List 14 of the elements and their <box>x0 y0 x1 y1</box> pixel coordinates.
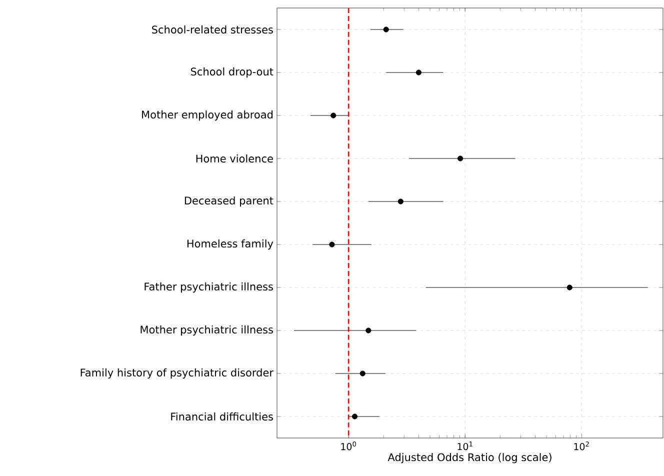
x-tick-label: 10$^{1}$ <box>458 442 472 450</box>
y-tick-label: School drop-out <box>190 67 274 78</box>
y-tick-label: Home violence <box>196 154 273 163</box>
y-tick-label: Financial difficulties <box>171 412 273 421</box>
y-tick-label: Family history of psychiatric disorder <box>80 368 274 379</box>
y-tick-label: Mother employed abroad <box>142 110 273 121</box>
y-tick-label: Father psychiatric illness <box>144 282 273 293</box>
x-tick-label: 10$^{2}$ <box>574 442 589 450</box>
y-tick-label: Deceased parent <box>184 196 274 207</box>
x-axis-title: Adjusted Odds Ratio (log scale) <box>388 453 552 464</box>
x-tick-label: 10$^{0}$ <box>341 442 356 450</box>
y-tick-label: Mother psychiatric illness <box>140 325 273 336</box>
y-tick-label: Homeless family <box>187 239 274 250</box>
y-tick-label: School-related stresses <box>152 25 273 34</box>
